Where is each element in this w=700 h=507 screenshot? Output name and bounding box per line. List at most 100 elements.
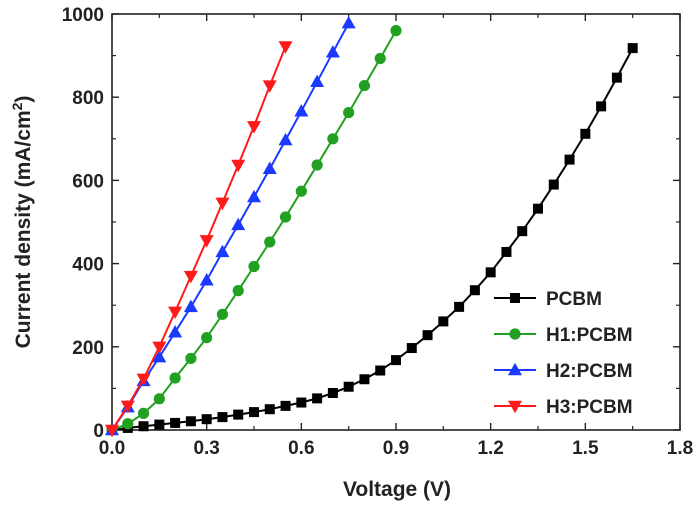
x-tick-label: 1.8 <box>667 438 693 459</box>
data-point <box>247 189 261 203</box>
data-point <box>278 132 293 146</box>
y-axis-title-superscript: 2 <box>9 102 25 110</box>
data-point <box>183 299 198 313</box>
data-point <box>233 409 244 420</box>
series-line <box>111 22 350 431</box>
y-tick-label: 600 <box>72 171 104 192</box>
data-point <box>533 203 543 214</box>
data-point <box>247 121 261 134</box>
series-line <box>111 47 634 431</box>
x-tick-label: 1.2 <box>477 438 503 459</box>
data-point <box>374 52 386 65</box>
data-point <box>231 159 246 173</box>
legend-marker <box>508 400 522 414</box>
legend-entry: PCBM <box>494 289 602 310</box>
data-point <box>294 104 309 117</box>
data-point <box>262 161 277 174</box>
y-axis-title-close: ) <box>12 96 35 103</box>
data-point <box>248 260 260 273</box>
y-tick-label: 0 <box>93 421 104 442</box>
series-h3-pcbm <box>105 41 293 438</box>
data-point <box>185 416 196 427</box>
data-point <box>215 244 230 258</box>
data-point <box>296 397 307 408</box>
x-tick-label: 0.9 <box>383 438 409 459</box>
y-axis-title: Current density (mA/cm2) <box>9 96 35 349</box>
data-point <box>580 128 591 139</box>
data-point <box>627 43 638 54</box>
plot-series <box>105 15 638 438</box>
data-point <box>341 15 356 29</box>
data-point <box>485 267 496 278</box>
x-tick-label: 0.3 <box>193 438 219 459</box>
data-point <box>375 365 386 376</box>
data-point <box>231 217 246 231</box>
data-point <box>199 235 214 248</box>
data-point <box>215 197 230 211</box>
data-point <box>201 414 212 425</box>
data-point <box>169 372 181 384</box>
data-point <box>611 72 622 83</box>
y-tick-label: 1000 <box>62 5 104 26</box>
data-point <box>312 393 323 404</box>
data-point <box>343 381 354 392</box>
data-point <box>105 424 119 438</box>
legend-entry: H1:PCBM <box>494 325 633 346</box>
series-h2-pcbm <box>105 15 356 436</box>
legend: PCBM H1:PCBM H2:PCBM H3:PCBM <box>494 289 633 418</box>
data-point <box>138 421 149 432</box>
data-point <box>278 41 293 54</box>
legend-marker <box>508 362 522 376</box>
data-point <box>262 80 277 93</box>
legend-label: PCBM <box>546 289 602 310</box>
data-point <box>325 45 340 58</box>
y-tick-label: 800 <box>72 88 104 109</box>
series-pcbm <box>107 43 638 435</box>
data-point <box>137 407 150 419</box>
legend-marker <box>509 328 521 340</box>
data-point <box>154 419 165 430</box>
data-point <box>199 273 214 286</box>
data-point <box>295 185 307 197</box>
data-point <box>438 316 449 327</box>
legend-label: H3:PCBM <box>546 397 633 418</box>
data-point <box>596 101 607 112</box>
legend-marker <box>510 293 520 303</box>
data-point <box>217 412 228 423</box>
data-point <box>185 352 197 365</box>
data-point <box>170 417 181 428</box>
data-point <box>183 270 198 284</box>
legend-entry: H3:PCBM <box>494 397 633 418</box>
data-point <box>422 330 433 341</box>
data-point <box>391 355 401 366</box>
legend-entry: H2:PCBM <box>494 361 633 382</box>
x-tick-label: 0.6 <box>288 438 314 459</box>
data-point <box>153 393 165 405</box>
series-line <box>111 30 397 431</box>
data-point <box>120 400 135 414</box>
data-point <box>469 285 480 296</box>
data-point <box>358 79 371 92</box>
data-point <box>406 343 417 354</box>
data-point <box>122 418 134 430</box>
data-point <box>216 308 229 320</box>
data-point <box>327 387 338 398</box>
data-point <box>264 236 276 248</box>
data-point <box>249 407 259 418</box>
y-axis-title-main: Current density (mA/cm <box>12 110 35 348</box>
data-point <box>454 301 465 312</box>
data-point <box>311 159 323 171</box>
data-point <box>548 179 559 190</box>
data-point <box>390 25 402 37</box>
series-h1-pcbm <box>106 25 402 436</box>
data-point <box>359 374 370 385</box>
data-point <box>168 306 183 320</box>
y-tick-label: 200 <box>72 338 104 359</box>
data-point <box>343 106 355 119</box>
data-point <box>279 211 292 223</box>
x-tick-label: 0.0 <box>99 438 125 459</box>
data-point <box>232 285 244 297</box>
data-point <box>327 133 339 145</box>
data-point <box>517 226 528 237</box>
x-tick-label: 1.5 <box>572 438 599 459</box>
